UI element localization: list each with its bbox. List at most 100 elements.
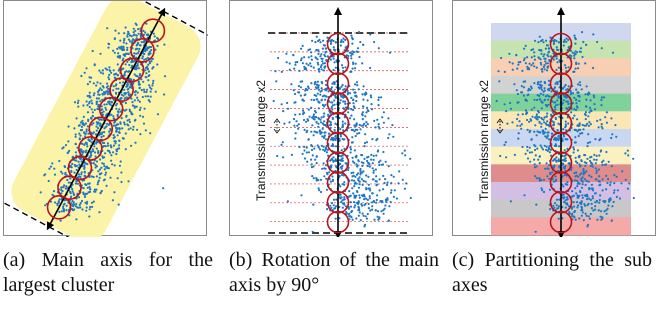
data-point	[365, 217, 368, 220]
data-point	[101, 85, 104, 88]
data-point	[585, 124, 588, 127]
data-point	[103, 127, 106, 130]
data-point	[586, 223, 590, 226]
data-point	[113, 140, 116, 143]
data-point	[352, 88, 355, 91]
data-point	[118, 144, 121, 147]
data-point	[535, 203, 538, 206]
data-point	[613, 189, 616, 192]
data-point	[516, 101, 519, 104]
data-point	[557, 96, 560, 99]
data-point	[555, 57, 558, 60]
data-point	[321, 82, 324, 85]
data-point	[64, 144, 68, 147]
data-point	[331, 117, 334, 121]
data-point	[357, 206, 361, 210]
data-point	[104, 173, 107, 176]
data-point	[134, 90, 137, 93]
data-point	[91, 205, 94, 208]
data-point	[588, 141, 592, 144]
data-point	[321, 127, 324, 130]
data-point	[315, 155, 318, 158]
data-point	[85, 192, 88, 195]
data-point	[126, 85, 129, 88]
data-point	[103, 93, 106, 96]
data-point	[147, 46, 150, 49]
data-point	[95, 147, 98, 150]
data-point	[90, 99, 93, 102]
data-point	[537, 158, 540, 161]
data-point	[530, 56, 533, 59]
data-point	[92, 200, 95, 203]
data-point	[152, 79, 155, 82]
data-point	[81, 142, 84, 145]
data-point	[555, 139, 558, 142]
data-point	[145, 72, 148, 75]
data-point	[96, 105, 100, 108]
data-point	[340, 149, 343, 152]
data-point	[138, 100, 141, 103]
data-point	[575, 88, 578, 91]
data-point	[580, 201, 583, 204]
data-point	[145, 90, 148, 94]
data-point	[520, 85, 523, 88]
data-point	[592, 209, 595, 212]
data-point	[354, 134, 357, 138]
data-point	[556, 207, 559, 210]
data-point	[122, 45, 125, 49]
data-point	[333, 99, 336, 102]
data-point	[83, 195, 87, 198]
data-point	[310, 148, 314, 152]
data-point	[313, 98, 316, 102]
data-point	[531, 115, 534, 118]
data-point	[538, 121, 541, 124]
data-point	[138, 108, 141, 112]
data-point	[575, 174, 578, 177]
data-point	[579, 164, 582, 167]
data-point	[374, 168, 377, 171]
data-point	[590, 175, 593, 178]
data-point	[301, 62, 304, 65]
data-point	[518, 120, 521, 123]
data-point	[370, 158, 373, 161]
data-point	[99, 71, 102, 74]
data-point	[130, 113, 133, 116]
data-point	[119, 122, 122, 125]
data-point	[544, 62, 548, 65]
data-point	[568, 212, 571, 215]
data-point	[351, 136, 354, 139]
data-point	[322, 145, 325, 148]
data-point	[593, 153, 596, 156]
data-point	[605, 121, 608, 124]
data-point	[303, 128, 306, 131]
data-point	[359, 171, 362, 174]
data-point	[565, 37, 568, 40]
data-point	[122, 137, 125, 140]
data-point	[576, 161, 579, 164]
data-point	[329, 138, 333, 141]
data-point	[303, 65, 306, 68]
data-point	[320, 89, 323, 92]
data-point	[315, 83, 319, 86]
data-point	[611, 133, 614, 136]
data-point	[343, 202, 346, 205]
data-point	[360, 124, 363, 127]
data-point	[363, 223, 367, 226]
data-point	[73, 171, 76, 174]
data-point	[39, 191, 42, 194]
range-circle	[88, 116, 114, 142]
data-point	[605, 212, 608, 215]
data-point	[115, 102, 119, 105]
data-point	[325, 188, 329, 191]
data-point	[310, 51, 313, 54]
data-point	[517, 61, 520, 64]
data-point	[566, 181, 569, 184]
data-point	[391, 124, 394, 127]
data-point	[311, 145, 314, 148]
data-point	[342, 100, 345, 103]
data-point	[552, 39, 555, 42]
data-point	[100, 135, 103, 139]
data-point	[98, 176, 101, 179]
data-point	[594, 167, 597, 170]
data-point	[543, 131, 546, 134]
